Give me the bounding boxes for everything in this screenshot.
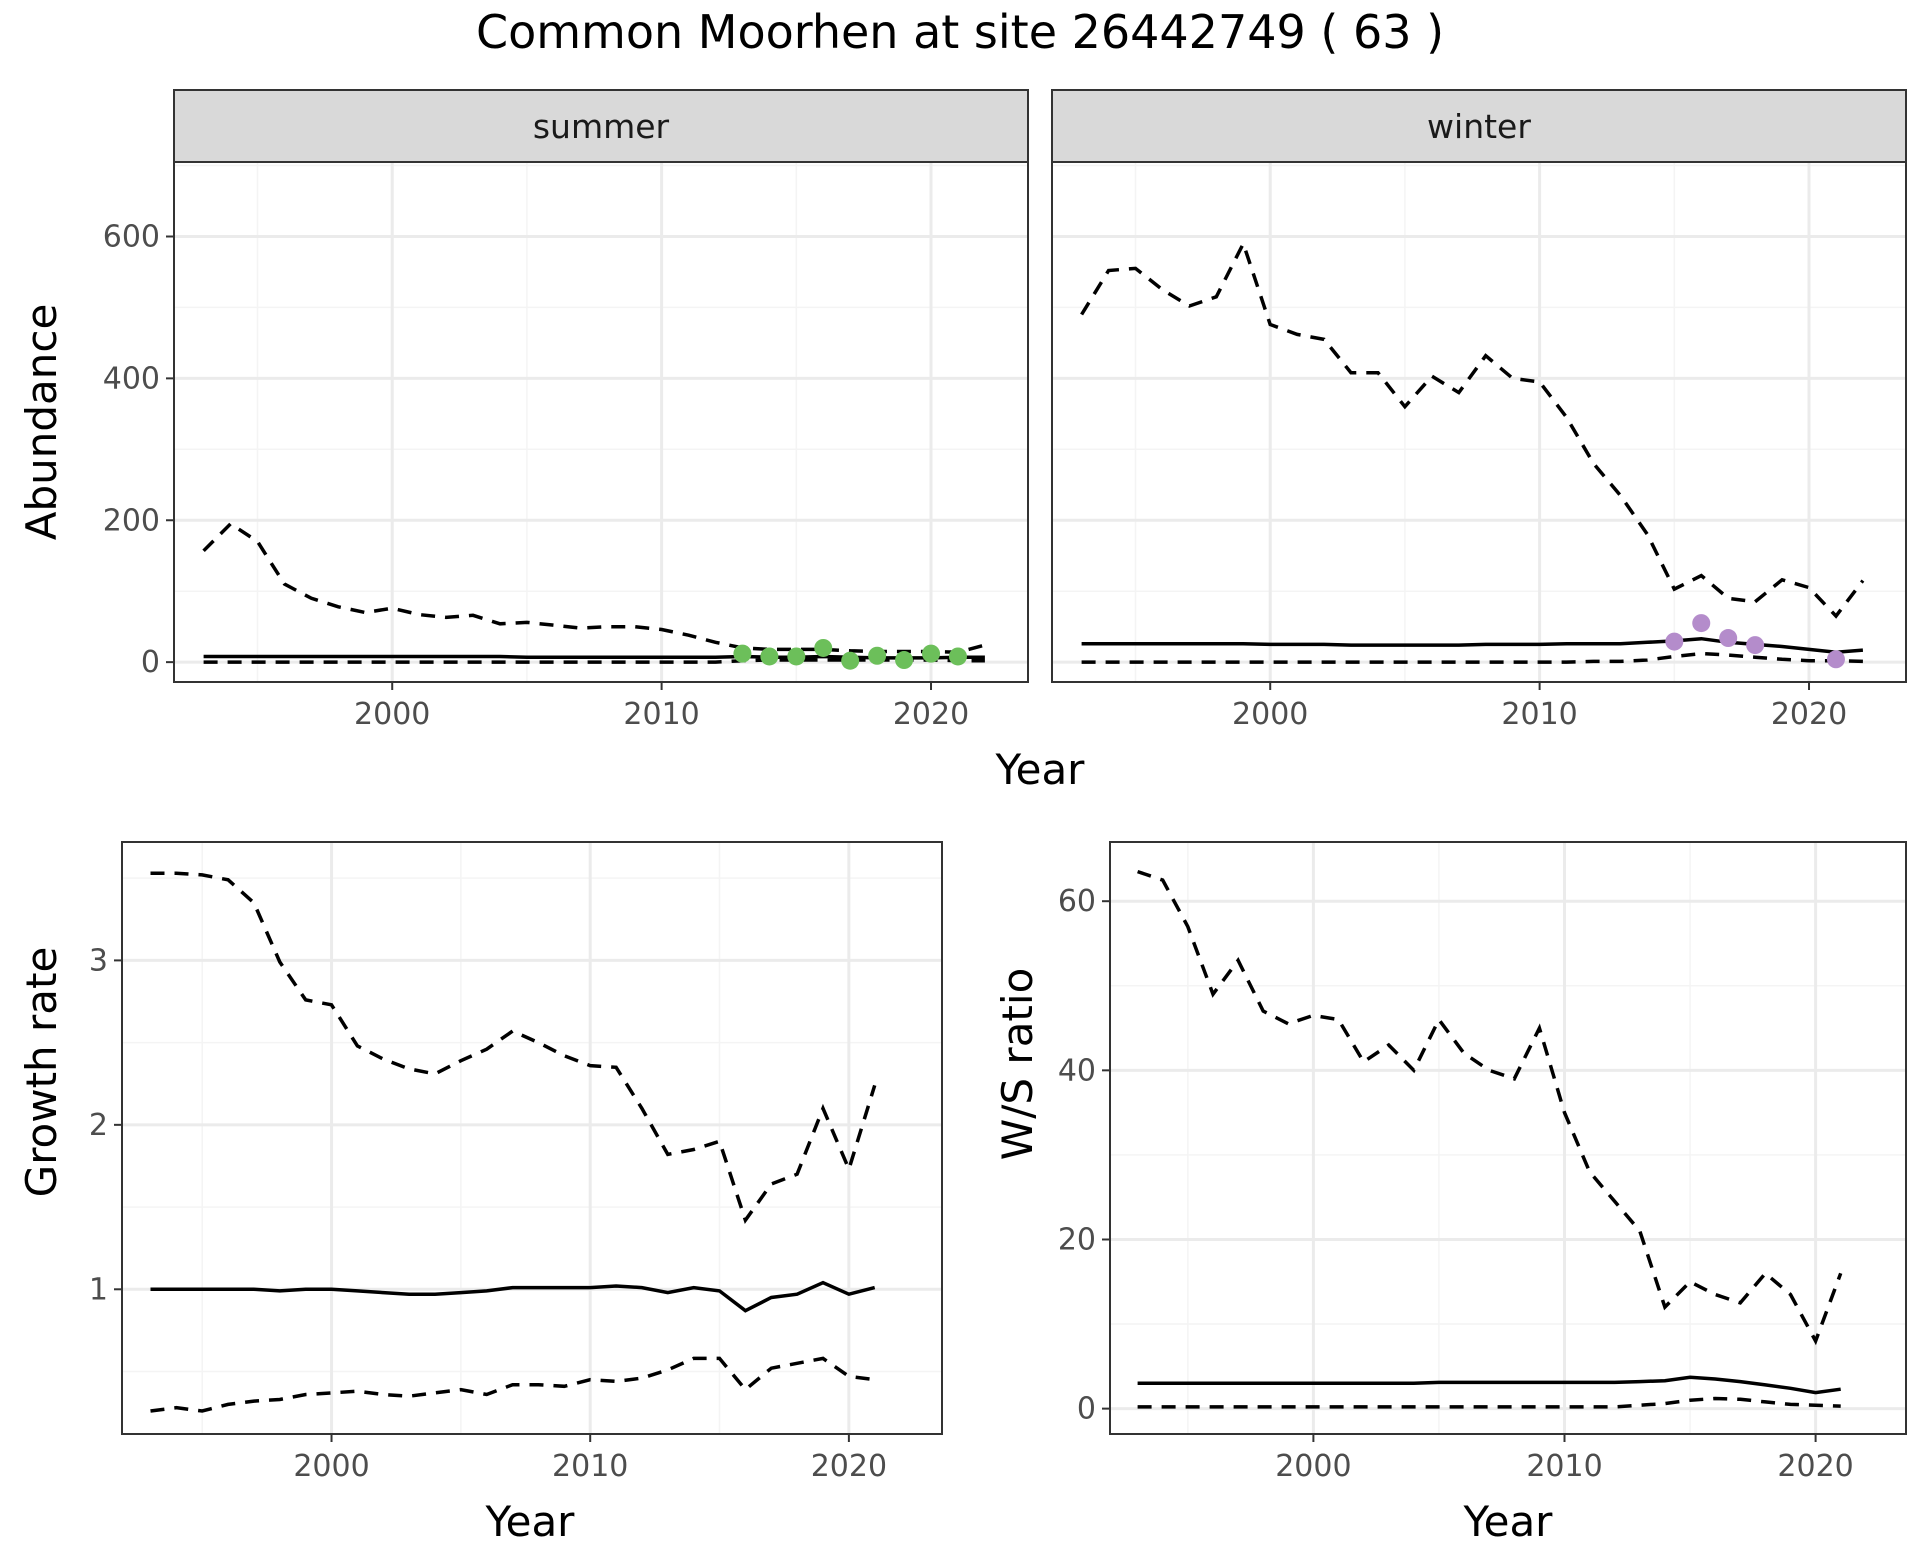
observed-point [1746,636,1765,655]
estimate-line [203,654,985,660]
observed-point [814,638,833,657]
abundance-winter-panel: 2000 2010 2020 [1051,161,1907,732]
observed-point [948,647,967,666]
upper-bound-line [202,521,986,654]
abundance-y-axis-title: Abundance [17,304,66,541]
x-tick-label: 2000 [293,1449,369,1484]
y-tick-label: 60 [1058,884,1096,919]
y-tick-label: 1 [89,1272,108,1307]
x-tick-label: 2010 [623,697,699,732]
y-tick-label: 0 [141,645,160,680]
estimate-line [1137,1375,1841,1395]
x-tick-label: 2000 [1275,1449,1351,1484]
growth-rate-panel: 2000 2010 2020 1 2 3 [89,841,943,1484]
estimate-line [1081,636,1864,654]
observed-point [895,651,914,670]
panel-border [173,161,1029,683]
x-tick-label: 2020 [811,1449,887,1484]
growth-y-axis-title: Growth rate [17,947,66,1198]
observed-point [1692,614,1711,633]
observed-point [1665,632,1684,651]
observed-point [787,647,806,666]
facet-strip-summer [173,89,1029,163]
x-tick-label: 2000 [1232,697,1308,732]
x-tick-label: 2020 [893,697,969,732]
y-tick-label: 0 [1077,1392,1096,1427]
observed-point [760,647,779,666]
x-tick-label: 2000 [354,697,430,732]
facet-label-winter: winter [1427,107,1531,146]
observed-point [1826,650,1845,669]
observed-point [868,646,887,665]
y-tick-label: 2 [89,1108,108,1143]
observed-point [841,651,860,670]
x-tick-label: 2020 [1771,697,1847,732]
ws-y-axis-title: W/S ratio [993,968,1042,1161]
y-tick-label: 40 [1058,1053,1096,1088]
y-tick-label: 200 [103,503,160,538]
observed-point [922,644,941,663]
y-tick-label: 600 [103,219,160,254]
lower-bound-line [1081,651,1863,664]
y-tick-label: 20 [1058,1222,1096,1257]
facet-label-summer: summer [533,107,670,146]
estimate-line [150,1280,876,1313]
facet-strip-winter [1051,89,1907,163]
figure-title: Common Moorhen at site 26442749 ( 63 ) [476,5,1444,59]
upper-bound-line [1080,239,1865,619]
panel-border [1109,841,1907,1435]
x-tick-label: 2010 [552,1449,628,1484]
lower-bound-line [150,1356,875,1413]
x-tick-label: 2010 [1526,1449,1602,1484]
upper-bound-line [150,871,877,1225]
lower-bound-line [1137,1396,1841,1409]
abundance-summer-panel: 2000 2010 2020 0 200 400 600 [103,161,1029,732]
observed-point [733,644,752,663]
y-tick-label: 3 [89,943,108,978]
abundance-x-axis-title: Year [995,745,1086,794]
panel-border [121,841,943,1435]
y-tick-label: 400 [103,361,160,396]
upper-bound-line [1137,869,1843,1346]
observed-point [1719,629,1738,648]
x-tick-label: 2010 [1501,697,1577,732]
ws-x-axis-title: Year [1463,1497,1554,1546]
growth-x-axis-title: Year [485,1497,576,1546]
ws-ratio-panel: 2000 2010 2020 0 20 40 60 [1058,841,1907,1484]
x-tick-label: 2020 [1777,1449,1853,1484]
panel-border [1051,161,1907,683]
